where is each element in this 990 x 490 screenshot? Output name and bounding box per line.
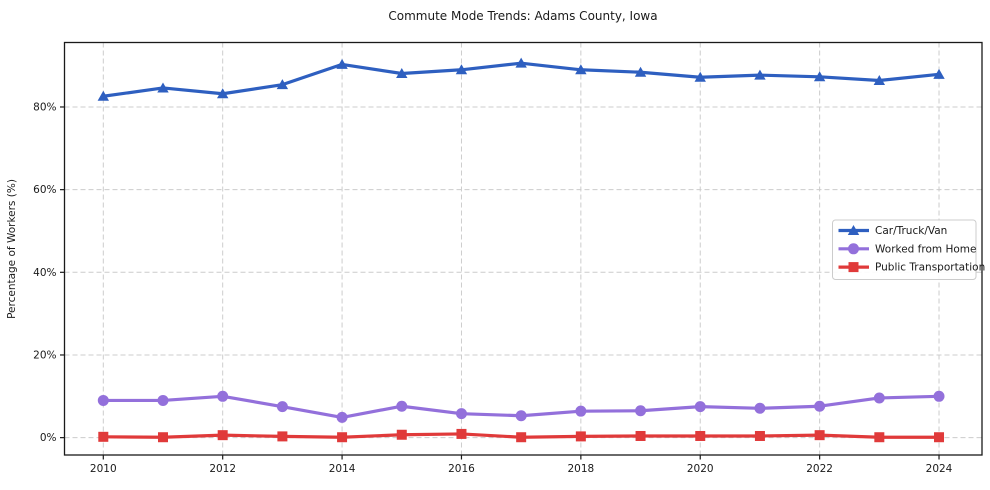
data-point-worked-from-home-2012 bbox=[217, 390, 229, 402]
legend-item-car-truck-van: Car/Truck/Van bbox=[838, 225, 947, 237]
data-point-car-truck-van-2011 bbox=[157, 82, 169, 93]
data-point-car-truck-van-2024 bbox=[933, 68, 945, 79]
y-tick-label: 60% bbox=[33, 184, 56, 196]
legend-triangle-icon bbox=[847, 225, 860, 235]
data-point-public-transportation-2017 bbox=[516, 432, 527, 443]
legend-label: Car/Truck/Van bbox=[875, 225, 947, 237]
x-tick-label: 2012 bbox=[209, 463, 236, 475]
data-point-car-truck-van-2014 bbox=[336, 58, 348, 69]
y-tick-label: 20% bbox=[33, 349, 56, 361]
data-point-public-transportation-2020 bbox=[695, 430, 706, 441]
data-point-worked-from-home-2018 bbox=[575, 405, 587, 417]
data-point-worked-from-home-2010 bbox=[97, 394, 109, 406]
data-point-public-transportation-2010 bbox=[98, 431, 109, 442]
data-point-public-transportation-2011 bbox=[157, 432, 168, 443]
data-point-worked-from-home-2022 bbox=[814, 400, 826, 412]
data-point-car-truck-van-2016 bbox=[455, 64, 468, 75]
data-point-car-truck-van-2020 bbox=[694, 71, 706, 82]
data-point-car-truck-van-2013 bbox=[276, 79, 289, 90]
data-point-public-transportation-2014 bbox=[337, 432, 348, 443]
legend-label: Worked from Home bbox=[875, 243, 976, 255]
data-point-worked-from-home-2017 bbox=[515, 410, 527, 422]
data-point-public-transportation-2013 bbox=[277, 431, 288, 442]
x-tick-label: 2022 bbox=[806, 463, 833, 475]
data-point-worked-from-home-2021 bbox=[754, 402, 766, 414]
data-point-public-transportation-2022 bbox=[814, 430, 825, 441]
x-tick-label: 2010 bbox=[90, 463, 117, 475]
data-point-public-transportation-2019 bbox=[635, 430, 646, 441]
legend: Car/Truck/Van Worked from Home Public Tran… bbox=[832, 219, 985, 280]
legend-square-icon bbox=[848, 262, 859, 273]
data-point-public-transportation-2023 bbox=[874, 432, 885, 443]
legend-box bbox=[832, 219, 977, 280]
data-point-public-transportation-2012 bbox=[217, 430, 228, 441]
data-point-car-truck-van-2010 bbox=[97, 90, 110, 101]
data-point-worked-from-home-2011 bbox=[157, 394, 169, 406]
data-point-worked-from-home-2023 bbox=[873, 392, 885, 404]
data-point-car-truck-van-2019 bbox=[634, 66, 647, 77]
data-point-worked-from-home-2013 bbox=[276, 401, 288, 413]
x-tick-label: 2016 bbox=[448, 463, 475, 475]
plot-border bbox=[63, 41, 983, 456]
data-point-car-truck-van-2017 bbox=[515, 57, 527, 68]
y-axis-label: Percentage of Workers (%) bbox=[6, 179, 18, 319]
data-point-car-truck-van-2018 bbox=[575, 64, 587, 75]
data-point-worked-from-home-2016 bbox=[455, 408, 467, 420]
legend-label: Public Transportation bbox=[875, 262, 985, 274]
data-point-worked-from-home-2020 bbox=[694, 401, 706, 413]
y-tick-label: 0% bbox=[40, 432, 57, 444]
data-point-car-truck-van-2023 bbox=[873, 75, 886, 86]
legend-item-worked-from-home: Worked from Home bbox=[838, 243, 976, 255]
chart-title: Commute Mode Trends: Adams County, Iowa bbox=[388, 9, 657, 23]
data-point-public-transportation-2018 bbox=[575, 431, 586, 442]
axes-layer: 2010 2012 2014 2016 2018 2020 2022 2024 0% 20% 40%… bbox=[33, 41, 983, 475]
x-tick-label: 2020 bbox=[687, 463, 714, 475]
series-layer bbox=[97, 57, 945, 443]
data-point-public-transportation-2016 bbox=[456, 428, 467, 439]
data-point-worked-from-home-2015 bbox=[396, 400, 408, 412]
legend-circle-icon bbox=[848, 243, 859, 255]
data-point-public-transportation-2024 bbox=[934, 432, 945, 443]
series-line-car-truck-van bbox=[101, 61, 941, 98]
x-tick-label: 2014 bbox=[329, 463, 356, 475]
data-point-worked-from-home-2014 bbox=[336, 411, 348, 423]
x-tick-label: 2018 bbox=[567, 463, 594, 475]
y-tick-label: 80% bbox=[33, 101, 56, 113]
legend-item-public-transportation: Public Transportation bbox=[838, 262, 985, 274]
x-tick-label: 2024 bbox=[926, 463, 953, 475]
data-point-worked-from-home-2024 bbox=[933, 390, 945, 402]
data-point-car-truck-van-2022 bbox=[813, 71, 826, 82]
data-point-worked-from-home-2019 bbox=[635, 405, 647, 417]
data-point-car-truck-van-2012 bbox=[216, 88, 229, 99]
data-point-car-truck-van-2015 bbox=[396, 67, 408, 78]
data-point-car-truck-van-2021 bbox=[754, 69, 766, 80]
y-tick-label: 40% bbox=[33, 267, 56, 279]
data-point-public-transportation-2015 bbox=[396, 429, 407, 440]
data-point-public-transportation-2021 bbox=[754, 430, 765, 441]
